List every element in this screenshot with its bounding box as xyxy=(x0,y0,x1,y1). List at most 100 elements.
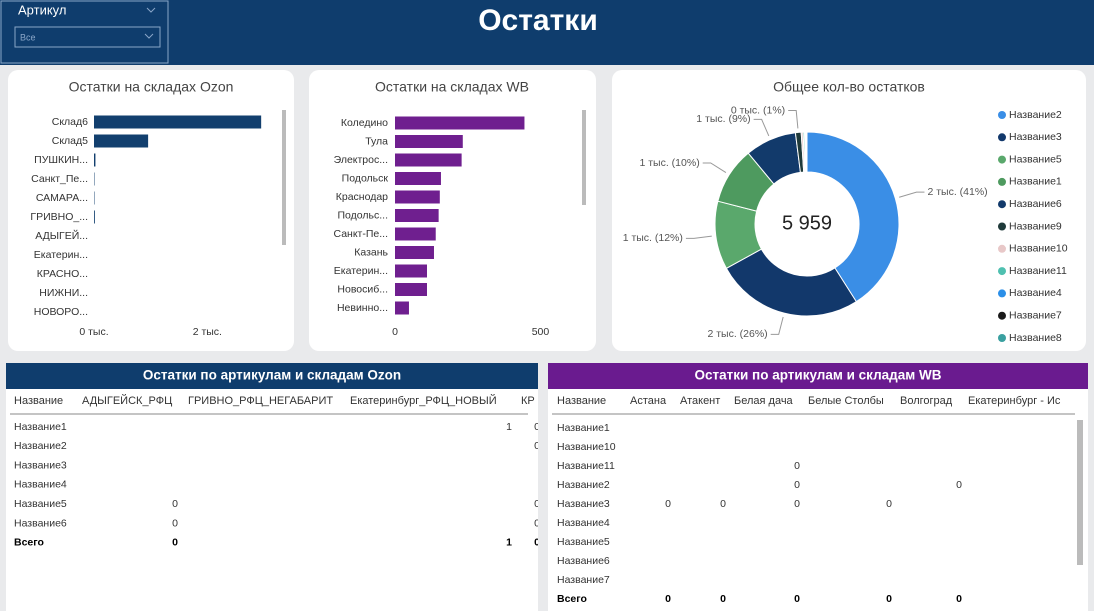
data-label: 2 тыс. (41%) xyxy=(927,186,987,198)
category-label: Санкт_Пе... xyxy=(31,173,88,185)
column-header: Белая дача xyxy=(734,395,794,407)
table-title: Остатки по артикулам и складам Ozon xyxy=(143,368,401,383)
row-label: Название2 xyxy=(557,479,610,491)
legend-label: Название4 xyxy=(1009,287,1062,299)
cell-value: 0 xyxy=(886,498,892,510)
x-tick-label: 0 тыс. xyxy=(79,326,108,338)
column-header: Атакент xyxy=(680,395,720,407)
card-ozon xyxy=(8,70,294,351)
cell-value: 0 xyxy=(886,593,892,605)
bar xyxy=(395,153,462,167)
category-label: Екатерин... xyxy=(334,265,388,277)
row-label: Название11 xyxy=(557,460,615,472)
leader-line xyxy=(685,235,712,239)
data-label: 1 тыс. (10%) xyxy=(639,157,699,169)
legend-label: Название7 xyxy=(1009,309,1062,321)
legend-marker xyxy=(998,311,1006,320)
cell-value: 0 xyxy=(665,498,671,510)
bar xyxy=(94,115,262,129)
donut-slice xyxy=(806,131,900,303)
bar xyxy=(395,116,525,130)
bar xyxy=(94,134,149,148)
cell-value: 0 xyxy=(534,498,540,510)
data-label: 0 тыс. (1%) xyxy=(731,104,785,116)
column-header: Астана xyxy=(630,395,667,407)
category-label: САМАРА... xyxy=(36,192,88,204)
column-header: Екатеринбург - Ис xyxy=(968,395,1061,407)
filter-box xyxy=(0,0,169,64)
cell-value: 0 xyxy=(720,498,726,510)
category-label: Тула xyxy=(365,135,388,147)
row-label: Название3 xyxy=(14,459,67,471)
cell-value: 0 xyxy=(956,593,962,605)
x-tick-label: 0 xyxy=(392,326,398,338)
row-label: Название6 xyxy=(557,555,610,567)
row-label: Всего xyxy=(14,537,44,549)
x-tick-label: 2 тыс. xyxy=(193,326,222,338)
filter-chevron xyxy=(146,7,156,13)
category-label: Новосиб... xyxy=(337,283,388,295)
cell-value: 1 xyxy=(506,537,512,549)
cell-value: 0 xyxy=(172,517,178,529)
leader-line xyxy=(753,118,770,137)
scrollbar[interactable] xyxy=(1077,420,1083,565)
legend-label: Название9 xyxy=(1009,220,1062,232)
legend-label: Название5 xyxy=(1009,153,1062,165)
category-label: Склад6 xyxy=(52,116,88,128)
category-label: Краснодар xyxy=(336,191,388,203)
column-header: Название xyxy=(14,395,63,407)
legend-label: Название3 xyxy=(1009,131,1062,143)
row-label: Название3 xyxy=(557,498,610,510)
column-header: Белые Столбы xyxy=(808,395,884,407)
bar xyxy=(395,135,463,148)
card-total xyxy=(612,70,1086,351)
column-header: Волгоград xyxy=(900,395,953,407)
cell-value: 0 xyxy=(794,498,800,510)
cell-value: 0 xyxy=(534,421,540,433)
legend-marker xyxy=(998,334,1006,342)
scrollbar[interactable] xyxy=(282,110,286,245)
filter-dropdown[interactable] xyxy=(14,26,161,48)
legend-marker xyxy=(998,177,1006,186)
scrollbar[interactable] xyxy=(582,110,586,205)
category-label: Подольс... xyxy=(338,209,389,221)
category-label: Санкт-Пе... xyxy=(334,228,389,240)
row-label: Название1 xyxy=(14,421,67,433)
bar xyxy=(395,246,434,259)
x-tick-label: 500 xyxy=(532,326,550,338)
row-label: Название5 xyxy=(14,498,67,510)
legend-marker xyxy=(998,222,1006,231)
bar xyxy=(94,153,96,167)
cell-value: 0 xyxy=(956,479,962,491)
legend-marker xyxy=(998,200,1006,209)
dropdown-chevron xyxy=(144,33,154,39)
legend-marker xyxy=(998,267,1006,276)
chart-title: Остатки на складах WB xyxy=(375,79,529,95)
bar xyxy=(395,209,439,222)
category-label: Подольск xyxy=(342,172,389,184)
bar xyxy=(395,283,427,296)
row-label: Название4 xyxy=(557,517,610,529)
legend-label: Название8 xyxy=(1009,332,1062,344)
data-label: 1 тыс. (9%) xyxy=(696,113,750,125)
legend-marker xyxy=(998,289,1006,298)
filter-value: Все xyxy=(20,32,36,42)
header-bar xyxy=(0,0,1094,65)
table-wb xyxy=(548,363,1088,611)
bar xyxy=(395,190,440,204)
legend-marker xyxy=(998,244,1006,253)
category-label: Электрос... xyxy=(334,154,388,166)
legend-marker xyxy=(998,133,1006,142)
cell-value: 0 xyxy=(534,537,540,549)
table-header-bar xyxy=(6,363,538,389)
legend-label: Название6 xyxy=(1009,198,1062,210)
table-title: Остатки по артикулам и складам WB xyxy=(695,368,942,383)
data-label: 1 тыс. (12%) xyxy=(623,232,683,244)
cell-value: 0 xyxy=(172,498,178,510)
legend-label: Название1 xyxy=(1009,176,1062,188)
category-label: Коледино xyxy=(341,117,388,129)
category-label: Склад5 xyxy=(52,135,88,147)
row-label: Название2 xyxy=(14,440,67,452)
table: Остатки по артикулам и складам Ozon Назва… xyxy=(10,368,540,549)
